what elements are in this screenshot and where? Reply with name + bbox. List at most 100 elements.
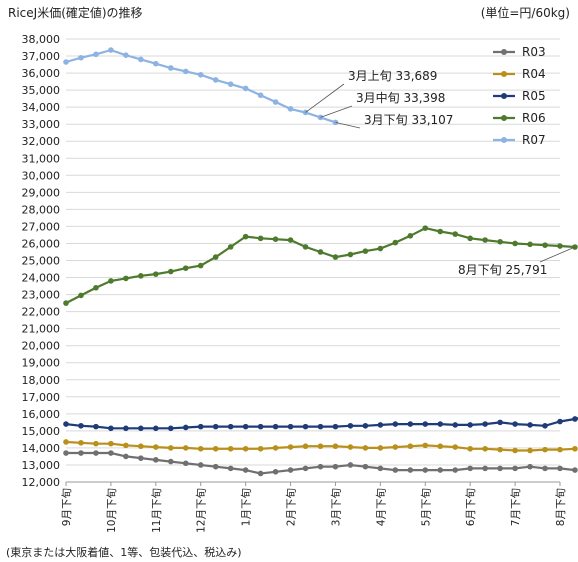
data-point-r05 (377, 422, 384, 428)
data-point-r07 (287, 106, 294, 112)
data-point-r07 (123, 52, 129, 58)
y-tick-label: 31,000 (22, 152, 61, 165)
data-point-r03 (467, 465, 473, 472)
legend-marker-r05 (501, 93, 507, 99)
data-point-r03 (407, 467, 414, 473)
data-point-r04 (392, 444, 399, 450)
data-point-r04 (287, 444, 294, 450)
data-point-r06 (302, 244, 309, 250)
legend-label-r07: R07 (522, 133, 546, 147)
data-point-r05 (227, 423, 234, 430)
data-point-r03 (572, 467, 578, 473)
data-point-r04 (227, 445, 234, 452)
data-point-r05 (182, 424, 189, 431)
data-point-r05 (123, 425, 129, 432)
data-point-r06 (392, 239, 399, 246)
data-point-r06 (197, 262, 204, 269)
data-point-r03 (287, 467, 294, 473)
data-point-r04 (377, 445, 384, 451)
x-tick-label: 6月下旬 (464, 488, 477, 526)
data-point-r07 (93, 51, 99, 58)
data-point-r07 (138, 56, 144, 63)
y-tick-label: 33,000 (22, 118, 61, 131)
data-point-r03 (317, 463, 324, 470)
legend-label-r06: R06 (522, 111, 546, 125)
x-tick-label: 2月下旬 (285, 488, 298, 526)
data-point-r07 (227, 81, 234, 87)
data-point-r06 (377, 245, 384, 252)
y-tick-label: 35,000 (22, 84, 61, 97)
data-point-r06 (452, 231, 459, 237)
y-tick-label: 34,000 (22, 101, 61, 114)
data-point-r06 (362, 248, 369, 254)
annotation-label: 3月下旬 33,107 (364, 113, 453, 127)
data-point-r07 (182, 68, 189, 75)
data-point-r07 (272, 99, 279, 105)
gridlines (66, 38, 560, 483)
data-point-r07 (167, 65, 174, 71)
y-tick-label: 12,000 (22, 476, 61, 489)
annotation-label: 3月上旬 33,689 (348, 69, 437, 83)
data-point-r03 (257, 470, 264, 477)
data-point-r06 (512, 240, 518, 247)
data-point-r03 (123, 453, 129, 460)
data-point-r05 (257, 423, 264, 430)
data-point-r03 (497, 465, 503, 472)
data-point-r03 (108, 450, 114, 456)
data-point-r06 (108, 278, 114, 284)
data-point-r05 (272, 423, 279, 430)
data-point-r05 (467, 422, 473, 428)
data-point-r06 (557, 243, 563, 249)
data-point-r05 (63, 421, 69, 427)
data-point-r05 (482, 421, 488, 427)
data-point-r03 (557, 465, 563, 472)
data-point-r06 (63, 300, 69, 306)
data-point-r06 (138, 273, 144, 279)
data-point-r03 (302, 465, 309, 472)
annotation-leader (320, 105, 353, 118)
data-point-r04 (452, 444, 459, 450)
data-point-r05 (407, 421, 414, 427)
annotation-leader (305, 83, 345, 113)
data-point-r04 (497, 446, 503, 453)
data-point-r05 (542, 422, 548, 429)
data-point-r06 (407, 232, 414, 239)
y-tick-label: 23,000 (22, 289, 61, 302)
data-point-r06 (527, 241, 533, 248)
data-point-r05 (452, 422, 459, 428)
data-point-r05 (197, 423, 204, 430)
y-tick-label: 22,000 (22, 306, 61, 319)
data-point-r04 (542, 446, 548, 453)
legend-label-r04: R04 (522, 67, 546, 81)
data-point-r06 (227, 244, 234, 250)
annotations: 3月上旬 33,689 3月中旬 33,398 3月下旬 33,107 8月下旬 25… (305, 69, 576, 277)
data-point-r04 (78, 440, 84, 446)
unit-label: (単位=円/60kg) (480, 6, 570, 20)
data-point-r06 (482, 237, 488, 243)
data-point-r03 (227, 465, 234, 472)
data-point-r03 (377, 465, 384, 472)
annotation-label: 3月中旬 33,398 (356, 90, 445, 105)
data-point-r07 (197, 71, 204, 78)
legend-label-r03: R03 (522, 45, 546, 59)
data-point-r05 (78, 422, 84, 429)
annotation-label: 8月下旬 25,791 (458, 263, 547, 277)
data-point-r03 (93, 450, 99, 456)
data-point-r06 (437, 228, 444, 235)
data-point-r04 (557, 446, 563, 453)
data-point-r05 (287, 423, 294, 430)
data-point-r05 (392, 421, 399, 427)
annotation-leader (335, 121, 361, 129)
data-point-r03 (452, 467, 459, 473)
data-point-r04 (332, 443, 339, 450)
data-point-r03 (542, 465, 548, 472)
data-point-r03 (182, 460, 189, 467)
data-point-r04 (138, 443, 144, 450)
data-point-r03 (272, 468, 279, 475)
data-point-r06 (78, 292, 84, 299)
data-point-r06 (242, 233, 249, 240)
data-point-r05 (557, 418, 563, 425)
data-point-r05 (422, 421, 429, 427)
x-tick-label: 4月下旬 (374, 488, 387, 526)
y-tick-label: 21,000 (22, 323, 61, 336)
